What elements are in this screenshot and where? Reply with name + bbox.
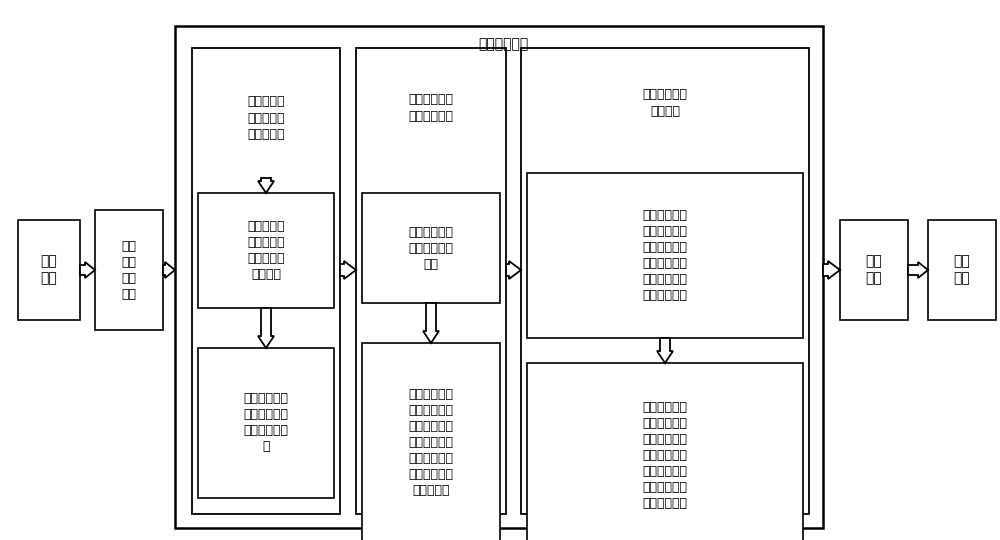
Bar	[521, 48, 809, 514]
Polygon shape	[823, 261, 840, 279]
Bar	[356, 48, 506, 514]
Text: 将两邻近时间
的功率进行平
均，再与该邻
近时刻的时间
间隔相乘获取
对应的发电量: 将两邻近时间 的功率进行平 均，再与该邻 近时刻的时间 间隔相乘获取 对应的发电…	[642, 209, 688, 302]
Bar	[527, 363, 803, 540]
Text: 将待测日所有
相邻两时刻的
功率采取相同
处理，并累计
所有时段的发
电量，获取待
测日总发电量: 将待测日所有 相邻两时刻的 功率采取相同 处理，并累计 所有时段的发 电量，获取…	[642, 401, 688, 510]
Text: 根据待测日多
个时刻的温度
和光强从功率
与温度光强的
映射表获取待
测日多个时刻
对应的功率: 根据待测日多 个时刻的温度 和光强从功率 与温度光强的 映射表获取待 测日多个时…	[409, 388, 454, 497]
Bar	[362, 193, 500, 303]
Text: 查询
步骤: 查询 步骤	[866, 254, 882, 286]
Bar	[95, 210, 163, 330]
Bar	[928, 220, 996, 320]
Polygon shape	[657, 338, 673, 363]
Bar	[840, 220, 908, 320]
Text: 输出
步骤: 输出 步骤	[954, 254, 970, 286]
Polygon shape	[506, 261, 521, 279]
Polygon shape	[423, 303, 439, 343]
Bar	[527, 173, 803, 338]
Bar	[18, 220, 80, 320]
Polygon shape	[340, 261, 356, 279]
Polygon shape	[163, 262, 175, 278]
Polygon shape	[258, 178, 274, 193]
Bar	[192, 48, 340, 514]
Text: 计算待测日的
总发电量: 计算待测日的 总发电量	[642, 88, 688, 118]
Text: 采集
步骤: 采集 步骤	[41, 254, 57, 286]
Text: 计算待测日
多个时刻的
温度和光强
权重参数: 计算待测日 多个时刻的 温度和光强 权重参数	[247, 220, 285, 281]
Bar	[198, 348, 334, 498]
Text: 工作
模式
设置
步骤: 工作 模式 设置 步骤	[122, 240, 136, 300]
Text: 计算待测日多
个时刻的功率: 计算待测日多 个时刻的功率	[409, 93, 454, 123]
Bar	[198, 193, 334, 308]
Polygon shape	[80, 262, 95, 278]
Bar	[175, 26, 823, 528]
Polygon shape	[908, 262, 928, 278]
Text: 计算预测步骤: 计算预测步骤	[478, 37, 528, 51]
Bar	[362, 343, 500, 540]
Text: 提供功率与温
度、光强的映
射表: 提供功率与温 度、光强的映 射表	[409, 226, 454, 271]
Text: 计算待测日
多个时刻的
温度和光强: 计算待测日 多个时刻的 温度和光强	[247, 95, 285, 141]
Text: 根据公式计算
待测日多个时
刻的温度光强
值: 根据公式计算 待测日多个时 刻的温度光强 值	[244, 393, 288, 454]
Polygon shape	[258, 308, 274, 348]
